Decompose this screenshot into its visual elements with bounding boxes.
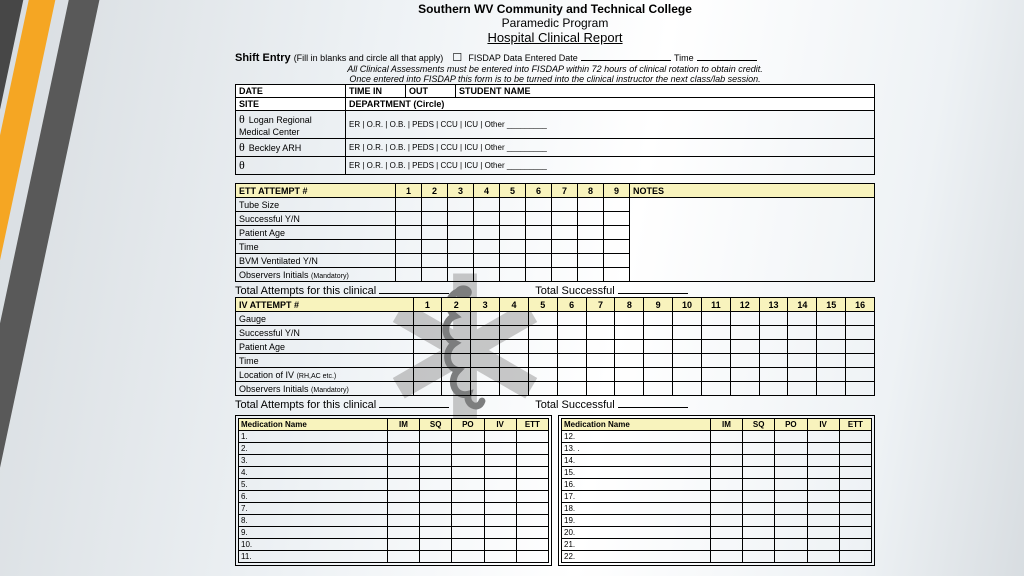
medication-row: 22. <box>562 551 872 563</box>
ett-notes: NOTES <box>630 184 875 198</box>
document-page: Southern WV Community and Technical Coll… <box>235 0 875 566</box>
medication-row: 9. <box>239 527 549 539</box>
header-title: Hospital Clinical Report <box>235 30 875 45</box>
shift-entry-label: Shift Entry <box>235 52 291 64</box>
ett-totals-line: Total Attempts for this clinical Total S… <box>235 284 875 297</box>
medication-row: 7. <box>239 503 549 515</box>
decorative-sidebar <box>0 0 260 576</box>
medication-row: 18. <box>562 503 872 515</box>
header-institution: Southern WV Community and Technical Coll… <box>235 2 875 16</box>
col-out: OUT <box>406 85 456 98</box>
medication-row: 20. <box>562 527 872 539</box>
iv-totals-line: Total Attempts for this clinical Total S… <box>235 398 875 411</box>
medication-row: 11. <box>239 551 549 563</box>
medication-row: 21. <box>562 539 872 551</box>
medication-row: 17. <box>562 491 872 503</box>
fisdap-note-2: Once entered into FISDAP this form is to… <box>235 74 875 84</box>
medication-row: 3. <box>239 455 549 467</box>
medication-row: 19. <box>562 515 872 527</box>
header-program: Paramedic Program <box>235 16 875 30</box>
ett-title: ETT ATTEMPT # <box>236 184 396 198</box>
deco-bar-orange <box>0 0 75 576</box>
medication-tables: Medication Name IM SQ PO IV ETT 1.2.3.4.… <box>235 415 875 566</box>
site-row-0: θLogan Regional Medical Center <box>236 111 346 139</box>
fisdap-note-1: All Clinical Assessments must be entered… <box>235 64 875 74</box>
shift-info-table: DATE TIME IN OUT STUDENT NAME SITE DEPAR… <box>235 84 875 175</box>
site-row-2: θ <box>236 157 346 175</box>
iv-title: IV ATTEMPT # <box>236 298 414 312</box>
iv-attempt-table: IV ATTEMPT # 12345678910111213141516 Gau… <box>235 297 875 396</box>
dept-header: DEPARTMENT (Circle) <box>346 98 875 111</box>
medication-table-right: Medication Name IM SQ PO IV ETT 12.13. .… <box>561 418 872 563</box>
medication-row: 10. <box>239 539 549 551</box>
dept-row-1: ER | O.R. | O.B. | PEDS | CCU | ICU | Ot… <box>346 139 875 157</box>
site-row-1: θBeckley ARH <box>236 139 346 157</box>
medication-row: 14. <box>562 455 872 467</box>
medication-row: 16. <box>562 479 872 491</box>
ett-attempt-table: ETT ATTEMPT # 1 2 3 4 5 6 7 8 9 NOTES Tu… <box>235 183 875 282</box>
medication-row: 4. <box>239 467 549 479</box>
medication-row: 5. <box>239 479 549 491</box>
medication-row: 13. . <box>562 443 872 455</box>
medication-row: 1. <box>239 431 549 443</box>
medication-table-left: Medication Name IM SQ PO IV ETT 1.2.3.4.… <box>238 418 549 563</box>
time-label: Time <box>674 53 694 63</box>
shift-entry-line: Shift Entry (Fill in blanks and circle a… <box>235 51 875 64</box>
dept-row-2: ER | O.R. | O.B. | PEDS | CCU | ICU | Ot… <box>346 157 875 175</box>
medication-row: 15. <box>562 467 872 479</box>
fisdap-date-blank <box>581 51 671 61</box>
medication-row: 8. <box>239 515 549 527</box>
fisdap-label: FISDAP Data Entered Date <box>468 53 577 63</box>
shift-entry-instr: (Fill in blanks and circle all that appl… <box>294 53 444 63</box>
col-timein: TIME IN <box>346 85 406 98</box>
medication-row: 2. <box>239 443 549 455</box>
col-student: STUDENT NAME <box>456 85 875 98</box>
site-header: SITE <box>236 98 346 111</box>
ett-notes-cell <box>630 198 875 282</box>
medication-row: 6. <box>239 491 549 503</box>
deco-bar-grey-back <box>0 0 43 576</box>
time-blank <box>697 51 757 61</box>
page-header: Southern WV Community and Technical Coll… <box>235 0 875 45</box>
medication-row: 12. <box>562 431 872 443</box>
deco-bar-grey-front <box>0 0 119 576</box>
col-date: DATE <box>236 85 346 98</box>
dept-row-0: ER | O.R. | O.B. | PEDS | CCU | ICU | Ot… <box>346 111 875 139</box>
